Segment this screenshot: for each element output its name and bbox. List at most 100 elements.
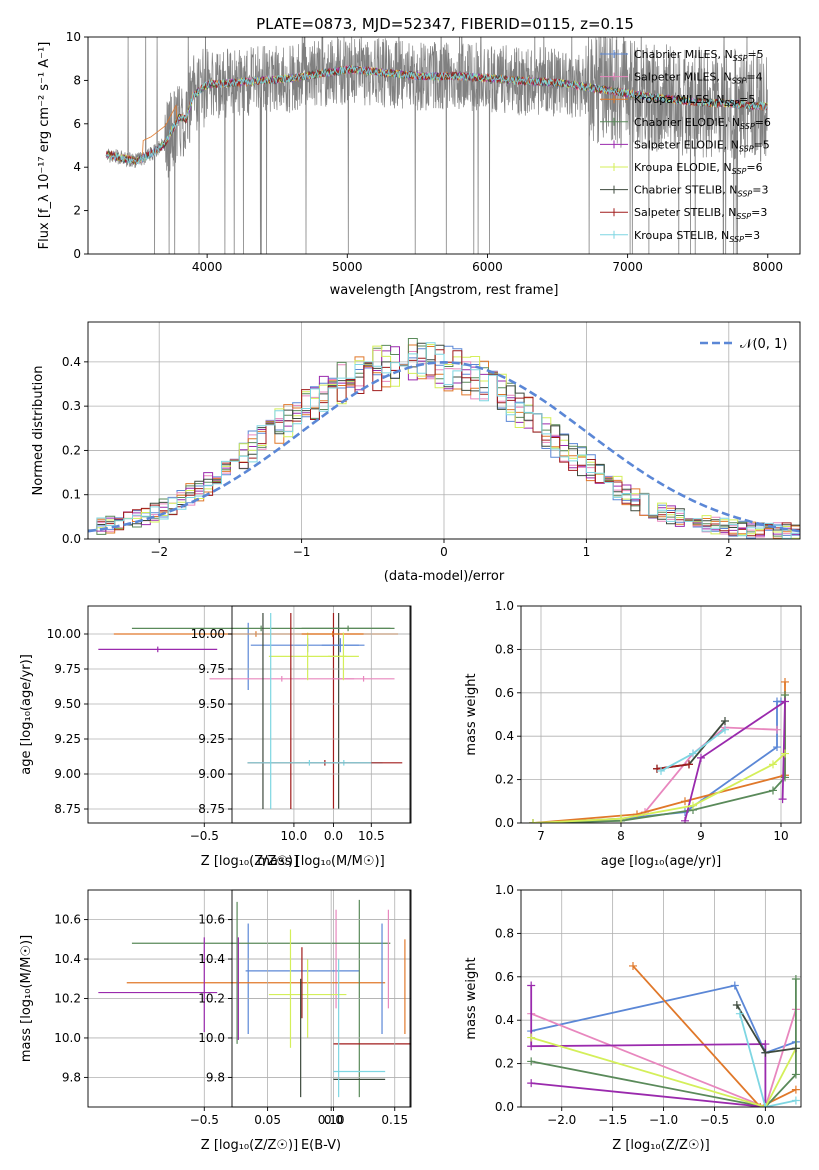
x-axis-label: mass [log₁₀(M/M☉)]	[257, 854, 384, 869]
residual-histogram-panel: −2 −1 0 1 2 0.0 0.1 0.2 0.3 0.4 𝒩(0, 1) (data-model…	[31, 321, 801, 584]
y-tick-label: 10.0	[54, 1031, 81, 1045]
legend-label: Chabrier STELIB, NSSP=3	[634, 184, 768, 199]
x-tick-label: 6000	[472, 260, 503, 274]
x-tick-label: −0.5	[700, 1113, 729, 1127]
mass-weight-marker	[529, 819, 537, 823]
y-tick-label: 10.2	[198, 992, 225, 1006]
x-tick-label: −1.5	[598, 1113, 627, 1127]
y-axis-label: mass [log₁₀(M/M☉)]	[19, 935, 34, 1062]
mass-weight-marker	[761, 1040, 770, 1049]
x-axis-label: age [log₁₀(age/yr)]	[601, 854, 722, 869]
legend-label-subscript: SSP	[738, 190, 753, 199]
y-tick-label: 0.0	[495, 1100, 514, 1114]
plot-area	[527, 961, 800, 1107]
mass-weight-marker	[617, 814, 625, 823]
mass-weight-line	[739, 1013, 797, 1107]
mass-weight-marker	[773, 725, 781, 734]
x-tick-label: 9	[697, 829, 705, 843]
plot-area	[88, 338, 800, 539]
mass-weight-marker	[781, 697, 789, 706]
legend-label: Kroupa STELIB, NSSP=3	[634, 229, 760, 244]
mass-weight-marker	[791, 1096, 800, 1105]
y-tick-label: 9.00	[54, 767, 81, 781]
x-tick-label: 0	[440, 545, 448, 559]
legend-label-text: Kroupa STELIB, N	[634, 229, 729, 242]
mass-weight-marker	[681, 816, 689, 823]
normal-distribution-curve	[88, 360, 800, 533]
axes-frame	[520, 605, 802, 824]
y-tick-label: 4	[73, 160, 81, 174]
x-tick-label: −1	[293, 545, 311, 559]
plot-area	[236, 901, 406, 1098]
x-axis-label: Z [log₁₀(Z/Z☉)]	[201, 1138, 298, 1153]
y-tick-label: 1.0	[495, 883, 514, 897]
y-tick-label: 0.0	[495, 816, 514, 830]
mass-weight-marker	[769, 760, 777, 769]
y-axis-label: mass weight	[464, 673, 479, 755]
x-tick-label: 10.5	[358, 829, 385, 843]
y-tick-label: 9.8	[62, 1070, 81, 1084]
x-tick-label: 0.0	[756, 1113, 775, 1127]
legend-label-text: Kroupa ELODIE, N	[634, 161, 732, 174]
legend-label: Chabrier ELODIE, NSSP=6	[634, 116, 771, 131]
x-axis-label: Z [log₁₀(Z/Z☉)]	[201, 854, 298, 869]
mass-weight-marker	[527, 1057, 536, 1066]
mass-weight-marker	[689, 801, 697, 810]
legend-label: Salpeter MILES, NSSP=4	[634, 71, 763, 86]
mass-weight-marker	[681, 797, 689, 806]
mass-weight-marker	[781, 749, 789, 758]
y-tick-label: 10.00	[47, 627, 81, 641]
x-tick-label: 0.0	[324, 1113, 343, 1127]
y-tick-label: 0.3	[62, 399, 81, 413]
x-tick-label: −2.0	[547, 1113, 576, 1127]
legend-label-subscript: SSP	[739, 144, 754, 153]
y-axis-label: mass weight	[464, 957, 479, 1039]
mass-weight-marker	[761, 1048, 770, 1057]
legend-label-count: =6	[746, 161, 762, 174]
residual-histogram-step	[88, 342, 800, 539]
mass-vs-metallicity-panel: −0.5 0.0 9.8 10.0 10.2 10.4 10.6 Z [log₁₀(Z/Z☉)…	[19, 889, 412, 1153]
residual-histogram-step	[88, 346, 800, 537]
mass-weight-marker	[629, 961, 637, 970]
legend-label-subscript: SSP	[736, 212, 751, 221]
x-tick-label: 0.15	[381, 1113, 408, 1127]
legend-label-text: Salpeter MILES, N	[634, 71, 732, 84]
x-axis-label: wavelength [Angstrom, rest frame]	[330, 283, 559, 298]
y-tick-label: 9.00	[198, 767, 225, 781]
y-tick-label: 10.6	[198, 913, 225, 927]
y-tick-label: 0.8	[495, 642, 514, 656]
mass-weight-marker	[791, 974, 800, 983]
legend-label-subscript: SSP	[732, 77, 747, 86]
y-tick-label: 0.4	[495, 729, 514, 743]
legend-label-text: Chabrier STELIB, N	[634, 184, 738, 197]
y-tick-label: 0.2	[62, 443, 81, 457]
x-tick-label: 5000	[332, 260, 363, 274]
mass-weight-marker	[732, 1001, 741, 1010]
mass-weight-marker	[791, 1085, 800, 1094]
mass-weight-line	[632, 965, 797, 1107]
legend-label-subscript: SSP	[732, 167, 747, 176]
y-tick-label: 0.4	[62, 355, 81, 369]
x-tick-label: −0.5	[190, 829, 219, 843]
axes-frame	[231, 889, 411, 1108]
x-tick-label: 7000	[612, 260, 643, 274]
legend-label-count: =5	[739, 93, 755, 106]
x-tick-label: 8	[617, 829, 625, 843]
mass-weight-marker	[761, 1103, 770, 1107]
mass-weight-marker	[735, 1009, 744, 1018]
weight-vs-age-panel: 7 8 9 10 0.0 0.2 0.4 0.6 0.8 1.0 age [log₁₀(age/yr…	[464, 599, 802, 869]
mass-weight-line	[531, 984, 797, 1054]
x-tick-label: 1	[583, 545, 591, 559]
y-tick-label: 0.2	[495, 773, 514, 787]
legend-label-subscript: SSP	[733, 54, 748, 63]
mass-weight-marker	[773, 743, 781, 752]
x-axis-label: E(B-V)	[301, 1138, 341, 1153]
mass-weight-line	[530, 1036, 797, 1107]
y-tick-label: 2	[73, 204, 81, 218]
mass-weight-marker	[721, 717, 729, 726]
x-tick-label: 0.10	[318, 1113, 345, 1127]
residual-histogram-step	[88, 342, 800, 531]
mass-weight-marker	[633, 810, 641, 819]
